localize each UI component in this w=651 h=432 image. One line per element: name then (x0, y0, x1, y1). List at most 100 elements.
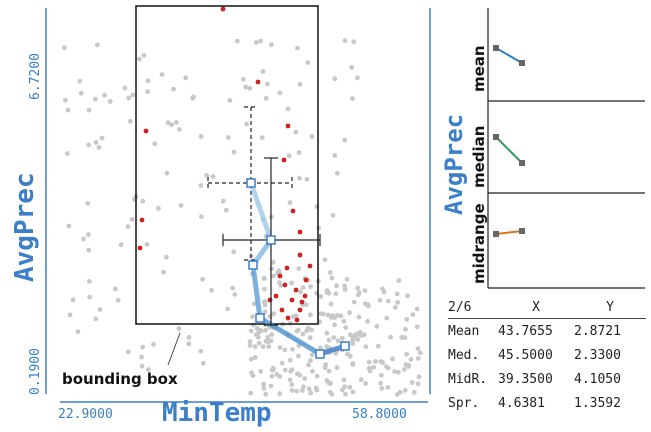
data-point (198, 348, 204, 354)
data-point (247, 339, 253, 344)
data-point (308, 284, 313, 289)
data-point (145, 78, 151, 84)
data-point (396, 369, 401, 375)
data-point (270, 365, 276, 371)
data-point (329, 275, 335, 281)
data-point (335, 170, 340, 176)
data-point (140, 344, 146, 350)
data-point (313, 385, 319, 391)
data-point (176, 326, 182, 331)
data-point (289, 280, 294, 286)
data-point (262, 309, 268, 315)
data-point (232, 292, 238, 297)
data-point (152, 141, 158, 147)
data-point (334, 365, 340, 371)
data-point (333, 291, 339, 297)
data-point (355, 75, 360, 81)
data-point (127, 118, 133, 124)
data-point (314, 373, 320, 379)
data-point (341, 377, 347, 383)
data-point (225, 306, 231, 312)
data-point (355, 337, 361, 342)
data-point (156, 206, 161, 211)
data-point (252, 344, 258, 349)
data-point (198, 134, 204, 139)
data-point (347, 354, 353, 359)
data-point (318, 294, 323, 299)
data-point (388, 334, 393, 340)
data-point (262, 286, 267, 292)
data-point (99, 135, 105, 141)
data-point (220, 198, 226, 204)
selected-point (282, 282, 288, 288)
data-point (294, 388, 300, 394)
data-point (390, 356, 395, 362)
data-point (177, 126, 182, 132)
data-point (186, 335, 192, 340)
data-point (385, 298, 391, 304)
data-point (325, 312, 331, 318)
data-point (366, 365, 372, 371)
data-point (240, 76, 246, 82)
data-point (85, 200, 91, 206)
data-point (277, 391, 283, 397)
data-point (253, 40, 259, 45)
data-point (308, 358, 313, 363)
data-point (165, 120, 171, 126)
data-point (125, 349, 131, 355)
data-point (259, 135, 265, 141)
selected-point (284, 265, 290, 271)
data-point (282, 367, 288, 373)
data-point (247, 85, 253, 91)
data-point (342, 287, 348, 292)
row-label: Mean (448, 323, 480, 339)
data-point (306, 362, 311, 368)
data-point (94, 42, 100, 48)
data-point (415, 346, 421, 351)
selected-point (139, 217, 145, 223)
bounding-box[interactable] (135, 5, 319, 325)
data-point (265, 334, 271, 340)
data-point (287, 357, 293, 363)
data-point (406, 364, 411, 369)
data-point (266, 344, 272, 349)
right-axis-label: AvgPrec (440, 113, 468, 215)
data-point (270, 260, 276, 265)
trajectory-markers (246, 178, 350, 359)
data-point (279, 360, 285, 366)
row-y: 1.3592 (574, 395, 621, 411)
data-point (296, 266, 302, 271)
data-point (65, 151, 70, 156)
data-point (269, 332, 275, 338)
data-point (349, 65, 355, 70)
data-point (356, 292, 361, 298)
data-point (199, 214, 204, 220)
data-point (322, 257, 328, 263)
data-point (250, 373, 256, 378)
data-point (417, 350, 423, 356)
data-point (269, 42, 274, 48)
data-point (305, 60, 311, 65)
data-point (404, 351, 409, 357)
data-point (306, 325, 311, 331)
selected-point (285, 315, 291, 321)
data-point (342, 283, 347, 289)
data-point (402, 367, 407, 372)
row-x: 39.3500 (498, 371, 553, 387)
mini-label-mean: mean (470, 45, 488, 92)
data-point (231, 249, 237, 255)
data-point (318, 345, 323, 351)
data-point (159, 72, 165, 77)
data-point (226, 135, 231, 140)
data-point (285, 106, 291, 112)
data-point (125, 224, 131, 230)
data-point (331, 335, 337, 340)
data-point (415, 381, 421, 387)
data-point (145, 89, 151, 94)
data-point (342, 137, 348, 143)
selected-point (267, 297, 273, 303)
data-point (260, 344, 266, 350)
stats-page: 2/6 (448, 299, 472, 315)
midrange-mini-line (493, 228, 525, 237)
